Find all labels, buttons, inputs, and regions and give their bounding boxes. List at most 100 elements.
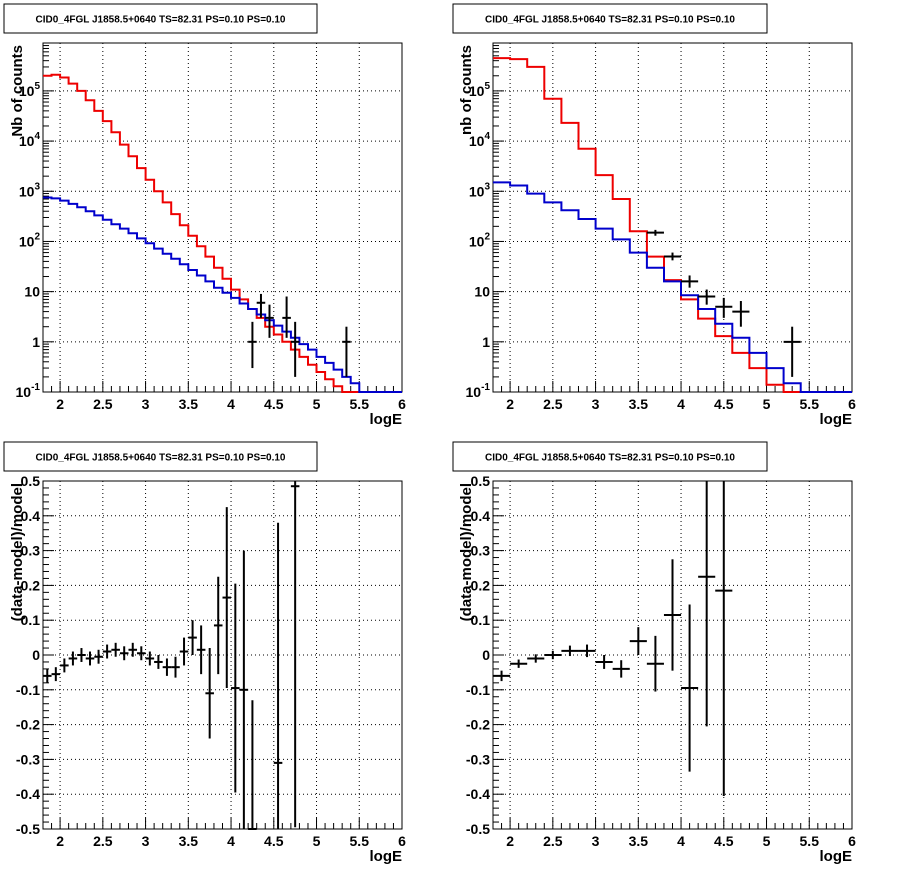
series-line-1	[43, 73, 402, 393]
y-tick-label: 0.1	[21, 612, 41, 628]
title-frame	[3, 441, 318, 472]
chart-panel-3: 2 2.5 3 3.5 4 4.5 5 5.5 6 -0.5 -0.4 -0.3 -0.2 -0.1 0 0.…	[3, 441, 406, 865]
x-tick-label: 6	[848, 833, 856, 849]
y-tick-label: -0.5	[16, 821, 40, 837]
grid	[43, 481, 402, 829]
y-tick-label: 0.3	[471, 543, 491, 559]
y-tick-label: -0.5	[466, 821, 490, 837]
x-tick-label: 5	[313, 833, 321, 849]
residual-point	[171, 656, 180, 678]
y-tick-label: 102	[469, 231, 491, 249]
residual-point	[248, 700, 257, 830]
chart-title: CID0_4FGL J1858.5+0640 TS=82.31 PS=0.10 …	[485, 453, 735, 464]
chart-title-box: CID0_4FGL J1858.5+0640 TS=82.31 PS=0.10 …	[3, 3, 318, 34]
x-tick-label: 3.5	[179, 833, 199, 849]
y-tick-label: 0.3	[21, 543, 41, 559]
y-axis: 10-1 1 10 102 103 104 105	[16, 42, 54, 400]
y-axis-label: (data-model)/model	[458, 483, 475, 621]
residual-point	[527, 654, 545, 663]
y-tick-label: 0.4	[471, 508, 491, 524]
chart-title: CID0_4FGL J1858.5+0640 TS=82.31 PS=0.10 …	[36, 15, 286, 26]
residual-point	[612, 660, 630, 678]
x-axis-label: logE	[370, 848, 403, 865]
plot-frame	[492, 42, 853, 393]
residual-point	[154, 655, 163, 669]
residual-point	[60, 658, 69, 673]
y-axis-label: Nb of counts	[9, 45, 26, 137]
x-tick-label: 6	[398, 396, 406, 412]
residual-point	[162, 658, 172, 676]
y-tick-label: 10	[24, 284, 40, 300]
data-point	[698, 289, 716, 305]
chart-panel-1: 2 2.5 3 3.5 4 4.5 5 5.5 6 10-1 1 10 102 103 104 105 logE…	[3, 3, 406, 428]
x-tick-label: 2	[56, 396, 64, 412]
x-tick-label: 4	[677, 833, 685, 849]
residual-point	[698, 481, 716, 727]
grid	[493, 43, 852, 392]
residual-point	[51, 667, 61, 682]
data-point	[715, 297, 733, 318]
title-frame	[452, 3, 768, 34]
title-frame	[452, 441, 768, 472]
x-tick-label: 3.5	[629, 833, 649, 849]
x-tick-label: 3.5	[629, 396, 649, 412]
y-tick-label: 0	[32, 647, 40, 663]
residual-point	[629, 627, 647, 655]
data-point	[248, 321, 257, 369]
x-tick-label: 2	[56, 833, 64, 849]
residual-point	[128, 642, 138, 657]
x-axis: 2 2.5 3 3.5 4 4.5 5 5.5 6	[492, 381, 856, 412]
x-tick-label: 3	[142, 396, 150, 412]
y-tick-label: -0.2	[466, 717, 490, 733]
residual-point	[222, 507, 232, 689]
x-tick-label: 2.5	[543, 396, 563, 412]
y-axis-label: nb of counts	[458, 45, 475, 135]
y-tick-label: 1	[482, 334, 490, 350]
y-tick-label: -0.2	[16, 717, 40, 733]
y-tick-label: 0.5	[471, 473, 491, 489]
residual-point	[493, 670, 511, 682]
y-tick-label: 0.5	[21, 473, 41, 489]
y-axis: -0.5 -0.4 -0.3 -0.2 -0.1 0 0.1 0.2 0.3 0.4 0.5	[466, 473, 504, 837]
y-tick-label: -0.4	[16, 786, 40, 802]
residual-point	[205, 648, 214, 739]
chart-title: CID0_4FGL J1858.5+0640 TS=82.31 PS=0.10 …	[485, 15, 735, 26]
x-axis-label: logE	[820, 411, 853, 428]
residual-point	[196, 625, 206, 675]
x-tick-label: 2.5	[543, 833, 563, 849]
x-axis: 2 2.5 3 3.5 4 4.5 5 5.5 6	[42, 381, 406, 412]
y-axis-label: (data-model)/model	[9, 483, 26, 621]
y-tick-label: 0	[482, 647, 490, 663]
x-tick-label: 2	[506, 396, 514, 412]
data-point	[290, 321, 300, 377]
x-tick-label: 2	[506, 833, 514, 849]
residual-point	[137, 646, 146, 661]
residual-point	[715, 481, 733, 796]
residual-point	[85, 651, 95, 666]
residual-point	[213, 576, 223, 675]
x-tick-label: 5.5	[800, 833, 820, 849]
x-axis-label: logE	[820, 848, 853, 865]
y-tick-label: 0.1	[471, 612, 491, 628]
chart-panel-4: 2 2.5 3 3.5 4 4.5 5 5.5 6 -0.5 -0.4 -0.3 -0.2 -0.1 0 0.…	[452, 441, 856, 865]
residual-point	[290, 481, 300, 828]
data-point	[732, 301, 750, 327]
residual-point	[68, 651, 78, 666]
x-tick-label: 2.5	[93, 396, 113, 412]
y-tick-label: 10	[474, 284, 490, 300]
residual-point	[179, 637, 189, 666]
plot-frame	[42, 480, 403, 830]
residual-point	[94, 649, 103, 664]
residual-point	[595, 655, 613, 669]
y-tick-label: 104	[19, 131, 41, 149]
x-axis-label: logE	[370, 411, 403, 428]
residual-point	[544, 650, 562, 660]
residual-point	[77, 648, 86, 662]
data-point	[342, 326, 351, 377]
y-tick-label: 0.2	[21, 577, 41, 593]
grid	[43, 43, 402, 392]
residual-point	[510, 659, 528, 668]
residual-point	[111, 642, 120, 657]
x-tick-label: 4.5	[264, 396, 284, 412]
